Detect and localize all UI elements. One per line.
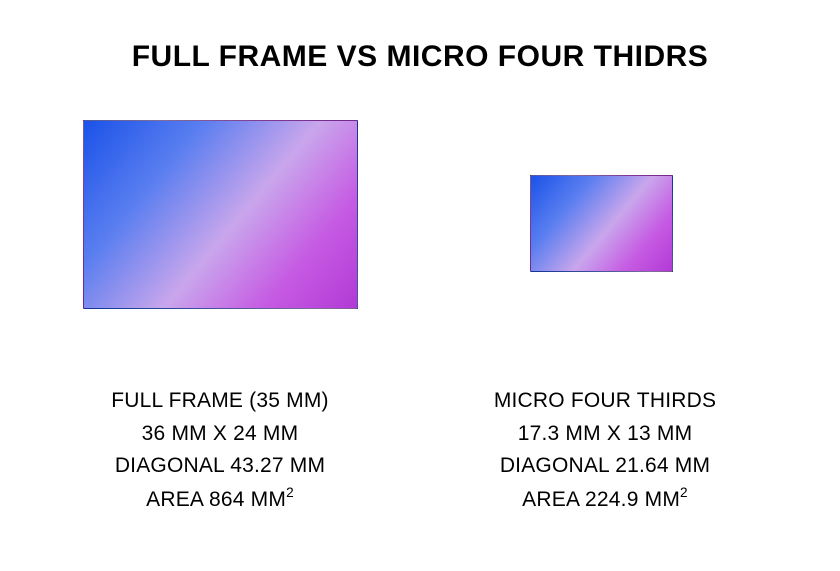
ff-dimensions: 36 MM X 24 MM bbox=[60, 418, 380, 451]
mft-sensor-rect bbox=[530, 175, 673, 272]
mft-area-prefix: AREA 224.9 MM bbox=[522, 488, 680, 511]
full-frame-spec-block: FULL FRAME (35 MM) 36 MM X 24 MM DIAGONA… bbox=[60, 385, 380, 516]
ff-area-prefix: AREA 864 MM bbox=[146, 488, 286, 511]
ff-label: FULL FRAME (35 MM) bbox=[60, 385, 380, 418]
mft-label: MICRO FOUR THIRDS bbox=[490, 385, 720, 418]
mft-diagonal: DIAGONAL 21.64 MM bbox=[490, 450, 720, 483]
ff-area: AREA 864 MM2 bbox=[60, 483, 380, 517]
mft-dimensions: 17.3 MM X 13 MM bbox=[490, 418, 720, 451]
full-frame-sensor-rect bbox=[83, 120, 358, 309]
page-title: FULL FRAME VS MICRO FOUR THIDRS bbox=[0, 40, 840, 74]
ff-diagonal: DIAGONAL 43.27 MM bbox=[60, 450, 380, 483]
mft-area: AREA 224.9 MM2 bbox=[490, 483, 720, 517]
mft-area-exp: 2 bbox=[680, 485, 688, 500]
mft-spec-block: MICRO FOUR THIRDS 17.3 MM X 13 MM DIAGON… bbox=[490, 385, 720, 516]
ff-area-exp: 2 bbox=[286, 485, 294, 500]
